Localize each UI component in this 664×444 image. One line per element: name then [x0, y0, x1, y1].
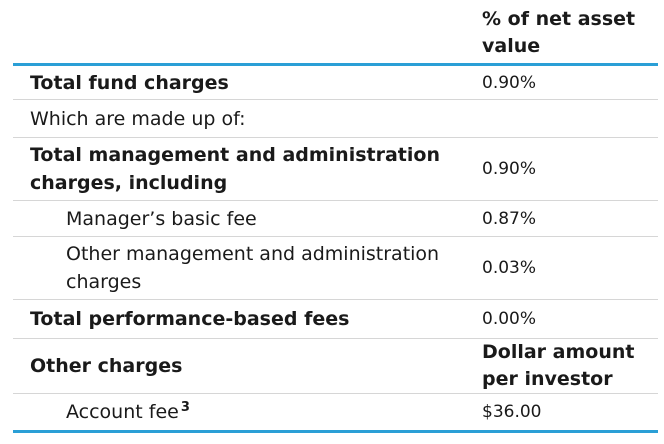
row-value: 0.90%	[482, 159, 537, 179]
row-value: 0.90%	[482, 72, 537, 93]
row-value: $36.00	[482, 402, 542, 422]
row-performance-fees: Total performance-based fees 0.00%	[13, 300, 658, 339]
row-total-management-admin: Total management and administration char…	[13, 138, 658, 201]
row-label: Which are made up of:	[30, 107, 246, 130]
row-managers-basic-fee: Manager’s basic fee 0.87%	[13, 201, 658, 237]
row-value: 0.03%	[482, 258, 537, 278]
row-other-management-admin: Other management and administration char…	[13, 237, 658, 300]
row-account-fee: Account fee 3 $36.00	[13, 394, 658, 433]
row-label: Total management and administration char…	[30, 144, 440, 194]
row-label: Total performance-based fees	[30, 308, 350, 330]
row-value: 0.00%	[482, 309, 537, 329]
row-value: 0.87%	[482, 208, 537, 229]
header-row: % of net asset value	[13, 0, 658, 63]
row-value: Dollar amount per investor	[482, 341, 635, 390]
footnote-marker: 3	[180, 399, 190, 415]
row-label: Account fee 3	[13, 398, 465, 426]
row-total-fund-charges: Total fund charges 0.90%	[13, 63, 658, 100]
header-value: % of net asset value	[482, 8, 636, 57]
row-made-up-of: Which are made up of:	[13, 100, 658, 138]
account-fee-label: Account fee	[66, 401, 179, 423]
fee-table: % of net asset value Total fund charges …	[13, 0, 658, 433]
row-label: Other charges	[30, 355, 183, 377]
row-label: Total fund charges	[30, 71, 229, 94]
row-label: Manager’s basic fee	[66, 207, 257, 230]
row-label: Other management and administration char…	[66, 243, 440, 293]
row-other-charges: Other charges Dollar amount per investor	[13, 339, 658, 394]
